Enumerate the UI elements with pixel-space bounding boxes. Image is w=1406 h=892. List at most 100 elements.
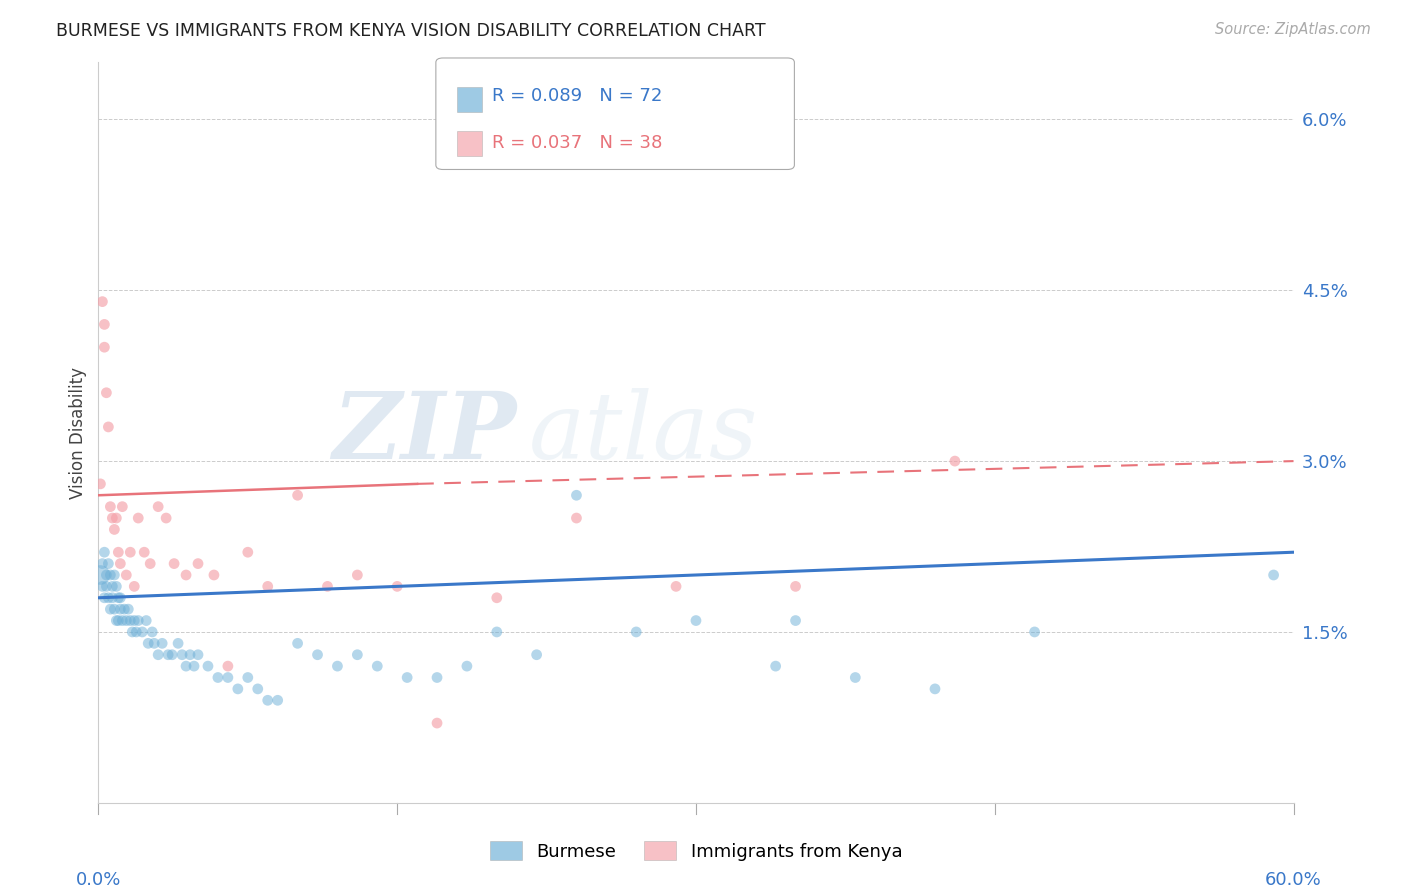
Point	[135, 614, 157, 628]
Point	[91, 557, 114, 571]
Point	[89, 568, 111, 582]
Point	[217, 659, 239, 673]
Point	[105, 614, 128, 628]
Point	[101, 579, 124, 593]
Point	[131, 624, 153, 639]
Legend: Burmese, Immigrants from Kenya: Burmese, Immigrants from Kenya	[482, 833, 910, 868]
Point	[187, 648, 209, 662]
Point	[155, 511, 177, 525]
Point	[97, 557, 120, 571]
Point	[526, 648, 548, 662]
Point	[127, 511, 149, 525]
Point	[765, 659, 787, 673]
Point	[103, 602, 125, 616]
Point	[111, 500, 134, 514]
Point	[316, 579, 339, 593]
Point	[112, 602, 135, 616]
Point	[665, 579, 688, 593]
Point	[93, 591, 115, 605]
Point	[174, 659, 197, 673]
Point	[136, 636, 159, 650]
Point	[174, 568, 197, 582]
Point	[565, 511, 588, 525]
Point	[456, 659, 478, 673]
Point	[187, 557, 209, 571]
Text: 0.0%: 0.0%	[76, 871, 121, 889]
Point	[148, 648, 170, 662]
Point	[96, 568, 118, 582]
Point	[96, 385, 118, 400]
Point	[103, 523, 125, 537]
Text: R = 0.037   N = 38: R = 0.037 N = 38	[492, 134, 662, 152]
Point	[844, 671, 866, 685]
Point	[236, 671, 259, 685]
Point	[246, 681, 269, 696]
Point	[97, 420, 120, 434]
Text: atlas: atlas	[529, 388, 758, 477]
Point	[172, 648, 194, 662]
Point	[307, 648, 329, 662]
Point	[91, 579, 114, 593]
Point	[287, 636, 309, 650]
Point	[103, 568, 125, 582]
Point	[125, 624, 148, 639]
Point	[287, 488, 309, 502]
Point	[426, 716, 449, 731]
Point	[93, 545, 115, 559]
Point	[121, 624, 143, 639]
Point	[785, 579, 807, 593]
Point	[197, 659, 219, 673]
Point	[163, 557, 186, 571]
Point	[236, 545, 259, 559]
Point	[160, 648, 183, 662]
Point	[256, 579, 278, 593]
Point	[117, 602, 139, 616]
Point	[107, 614, 129, 628]
Point	[346, 648, 368, 662]
Point	[267, 693, 290, 707]
Point	[120, 545, 142, 559]
Point	[89, 476, 111, 491]
Point	[141, 624, 163, 639]
Point	[183, 659, 205, 673]
Text: ZIP: ZIP	[332, 388, 517, 477]
Point	[366, 659, 388, 673]
Point	[110, 557, 132, 571]
Point	[107, 545, 129, 559]
Point	[115, 568, 138, 582]
Point	[120, 614, 142, 628]
Point	[150, 636, 173, 650]
Y-axis label: Vision Disability: Vision Disability	[69, 367, 87, 499]
Point	[115, 614, 138, 628]
Point	[485, 591, 508, 605]
Point	[105, 511, 128, 525]
Point	[202, 568, 225, 582]
Point	[124, 579, 146, 593]
Point	[93, 340, 115, 354]
Point	[226, 681, 249, 696]
Point	[685, 614, 707, 628]
Point	[111, 614, 134, 628]
Point	[924, 681, 946, 696]
Point	[943, 454, 966, 468]
Point	[143, 636, 166, 650]
Point	[110, 591, 132, 605]
Point	[426, 671, 449, 685]
Point	[98, 500, 122, 514]
Point	[134, 545, 156, 559]
Point	[110, 602, 132, 616]
Point	[124, 614, 146, 628]
Point	[785, 614, 807, 628]
Point	[91, 294, 114, 309]
Point	[148, 500, 170, 514]
Point	[96, 579, 118, 593]
Text: R = 0.089   N = 72: R = 0.089 N = 72	[492, 87, 662, 105]
Point	[139, 557, 162, 571]
Point	[1024, 624, 1046, 639]
Point	[179, 648, 201, 662]
Point	[1263, 568, 1285, 582]
Text: Source: ZipAtlas.com: Source: ZipAtlas.com	[1215, 22, 1371, 37]
Point	[346, 568, 368, 582]
Point	[256, 693, 278, 707]
Point	[98, 602, 122, 616]
